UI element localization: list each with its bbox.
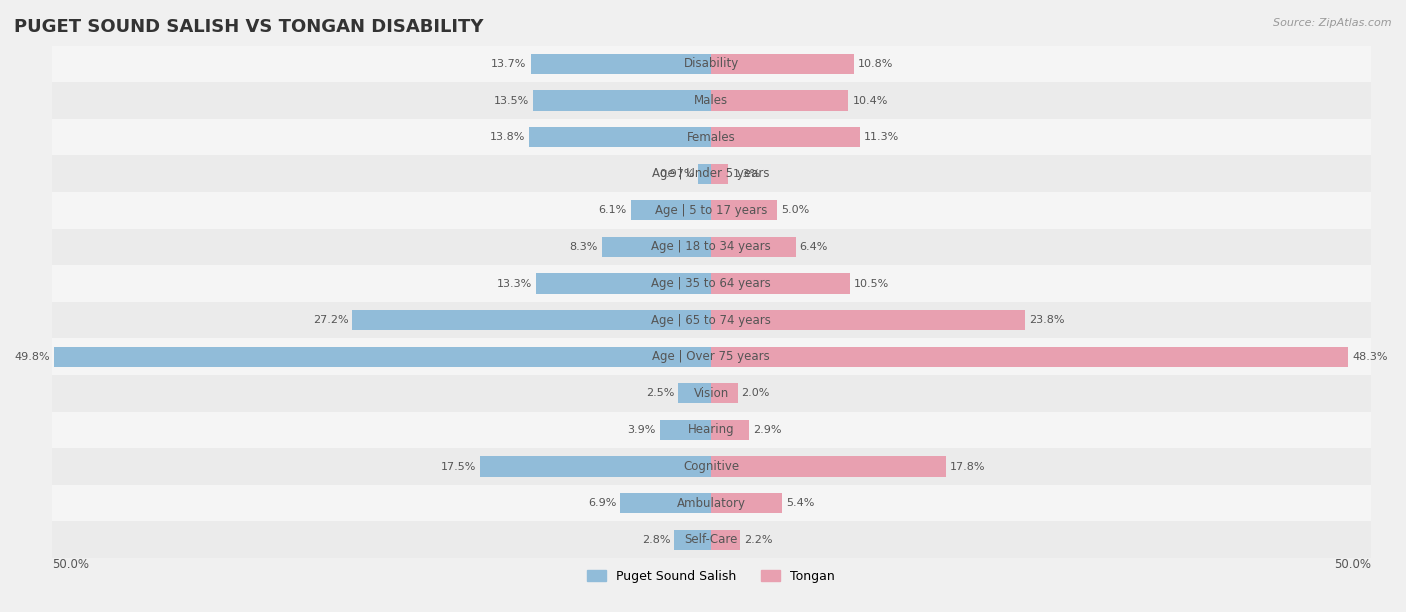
- Text: 5.0%: 5.0%: [782, 205, 810, 215]
- Bar: [52, 485, 1371, 521]
- Text: Ambulatory: Ambulatory: [676, 496, 745, 510]
- Bar: [353, 310, 711, 330]
- Text: Age | Over 75 years: Age | Over 75 years: [652, 350, 770, 363]
- Text: 17.8%: 17.8%: [950, 461, 986, 471]
- Bar: [711, 274, 849, 294]
- Text: Cognitive: Cognitive: [683, 460, 740, 473]
- Bar: [711, 127, 860, 147]
- Text: 13.8%: 13.8%: [489, 132, 526, 142]
- Text: 13.7%: 13.7%: [491, 59, 527, 69]
- Bar: [52, 82, 1371, 119]
- Bar: [52, 448, 1371, 485]
- Text: 1.3%: 1.3%: [733, 169, 761, 179]
- Text: 17.5%: 17.5%: [441, 461, 477, 471]
- Text: 13.3%: 13.3%: [496, 278, 531, 288]
- Text: 6.4%: 6.4%: [800, 242, 828, 252]
- Text: Source: ZipAtlas.com: Source: ZipAtlas.com: [1274, 18, 1392, 28]
- Text: 2.5%: 2.5%: [645, 389, 675, 398]
- Text: 49.8%: 49.8%: [15, 352, 51, 362]
- Text: 13.5%: 13.5%: [494, 95, 529, 105]
- Text: 11.3%: 11.3%: [865, 132, 900, 142]
- Bar: [52, 192, 1371, 229]
- Text: 2.9%: 2.9%: [754, 425, 782, 435]
- Bar: [675, 529, 711, 550]
- Text: 27.2%: 27.2%: [314, 315, 349, 325]
- Text: Age | 65 to 74 years: Age | 65 to 74 years: [651, 313, 770, 327]
- Bar: [711, 200, 778, 220]
- Text: 50.0%: 50.0%: [1334, 558, 1371, 571]
- Bar: [52, 155, 1371, 192]
- Text: 5.4%: 5.4%: [786, 498, 815, 508]
- Bar: [711, 54, 853, 74]
- Bar: [678, 383, 711, 403]
- Bar: [699, 163, 711, 184]
- Bar: [659, 420, 711, 440]
- Text: Hearing: Hearing: [688, 424, 734, 436]
- Text: 10.8%: 10.8%: [858, 59, 893, 69]
- Bar: [711, 493, 783, 513]
- Text: Age | 5 to 17 years: Age | 5 to 17 years: [655, 204, 768, 217]
- Text: 2.8%: 2.8%: [643, 535, 671, 545]
- Text: 10.4%: 10.4%: [852, 95, 887, 105]
- Text: PUGET SOUND SALISH VS TONGAN DISABILITY: PUGET SOUND SALISH VS TONGAN DISABILITY: [14, 18, 484, 36]
- Bar: [55, 346, 711, 367]
- Bar: [711, 91, 848, 111]
- Bar: [481, 457, 711, 477]
- Bar: [52, 119, 1371, 155]
- Bar: [529, 127, 711, 147]
- Bar: [52, 412, 1371, 448]
- Text: Age | Under 5 years: Age | Under 5 years: [652, 167, 770, 180]
- Bar: [52, 229, 1371, 265]
- Bar: [52, 46, 1371, 82]
- Bar: [631, 200, 711, 220]
- Text: 6.9%: 6.9%: [588, 498, 616, 508]
- Text: Disability: Disability: [683, 58, 740, 70]
- Bar: [52, 265, 1371, 302]
- Bar: [533, 91, 711, 111]
- Bar: [711, 383, 738, 403]
- Text: 3.9%: 3.9%: [627, 425, 655, 435]
- Text: 2.2%: 2.2%: [744, 535, 773, 545]
- Bar: [52, 375, 1371, 412]
- Bar: [536, 274, 711, 294]
- Bar: [620, 493, 711, 513]
- Text: 2.0%: 2.0%: [741, 389, 770, 398]
- Bar: [52, 338, 1371, 375]
- Text: 8.3%: 8.3%: [569, 242, 598, 252]
- Text: Age | 18 to 34 years: Age | 18 to 34 years: [651, 241, 770, 253]
- Bar: [602, 237, 711, 257]
- Text: Females: Females: [688, 130, 735, 144]
- Bar: [711, 420, 749, 440]
- Text: Self-Care: Self-Care: [685, 533, 738, 547]
- Bar: [52, 302, 1371, 338]
- Text: 50.0%: 50.0%: [52, 558, 89, 571]
- Bar: [711, 310, 1025, 330]
- Text: 48.3%: 48.3%: [1353, 352, 1388, 362]
- Text: Males: Males: [695, 94, 728, 107]
- Text: 10.5%: 10.5%: [853, 278, 889, 288]
- Bar: [530, 54, 711, 74]
- Legend: Puget Sound Salish, Tongan: Puget Sound Salish, Tongan: [582, 565, 839, 588]
- Bar: [52, 521, 1371, 558]
- Text: 23.8%: 23.8%: [1029, 315, 1064, 325]
- Bar: [711, 163, 728, 184]
- Bar: [711, 237, 796, 257]
- Bar: [711, 529, 740, 550]
- Text: Age | 35 to 64 years: Age | 35 to 64 years: [651, 277, 770, 290]
- Bar: [711, 457, 946, 477]
- Text: 6.1%: 6.1%: [599, 205, 627, 215]
- Text: Vision: Vision: [693, 387, 728, 400]
- Bar: [711, 346, 1348, 367]
- Text: 0.97%: 0.97%: [659, 169, 695, 179]
